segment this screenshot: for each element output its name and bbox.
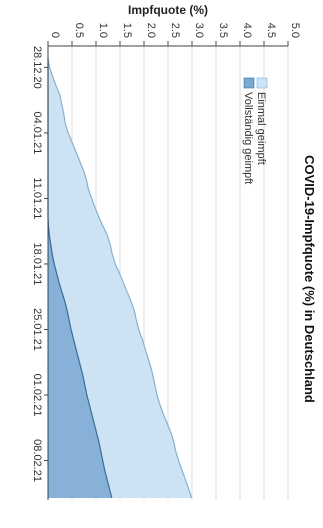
x-tick-label: 25.01.21 bbox=[31, 308, 43, 351]
y-tick-label: 0 bbox=[49, 32, 61, 38]
y-tick-label: 3.5 bbox=[217, 23, 229, 38]
x-tick-label: 08.02.21 bbox=[31, 439, 43, 482]
x-tick-label: 18.01.21 bbox=[31, 243, 43, 286]
y-tick-label: 3.0 bbox=[193, 23, 205, 38]
y-tick-label: 1.5 bbox=[121, 23, 133, 38]
series-line-einmal-geimpft bbox=[47, 57, 193, 499]
plot-area: 0 0.5 1.0 1.5 2.0 2.5 3.0 3.5 4.0 4.5 5.0 28.12.20 0… bbox=[31, 3, 317, 500]
legend-label: Vollständig geimpft bbox=[242, 92, 254, 184]
legend-swatch bbox=[256, 77, 268, 89]
series-area-vollstaendig-geimpft bbox=[48, 58, 112, 498]
y-tick-label: 0.5 bbox=[73, 23, 85, 38]
x-tick-label: 04.01.21 bbox=[31, 111, 43, 154]
legend-label: Einmal geimpft bbox=[255, 92, 267, 165]
x-tick-label: 28.12.20 bbox=[31, 46, 43, 89]
y-tick-label: 2.5 bbox=[169, 23, 181, 38]
chart-title: COVID-19-Impfquote (%) in Deutschland bbox=[302, 155, 317, 403]
x-tick-label: 11.01.21 bbox=[31, 177, 43, 219]
y-axis-title: Impfquote (%) bbox=[128, 3, 208, 17]
y-tick-label: 4.5 bbox=[265, 23, 277, 38]
y-tick-label: 2.0 bbox=[145, 23, 157, 38]
legend-swatch bbox=[243, 77, 255, 89]
y-tick-label: 1.0 bbox=[97, 23, 109, 38]
y-tick-label: 4.0 bbox=[241, 23, 253, 38]
y-tick-label: 5.0 bbox=[289, 23, 301, 38]
x-tick-label: 01.02.21 bbox=[31, 374, 43, 417]
